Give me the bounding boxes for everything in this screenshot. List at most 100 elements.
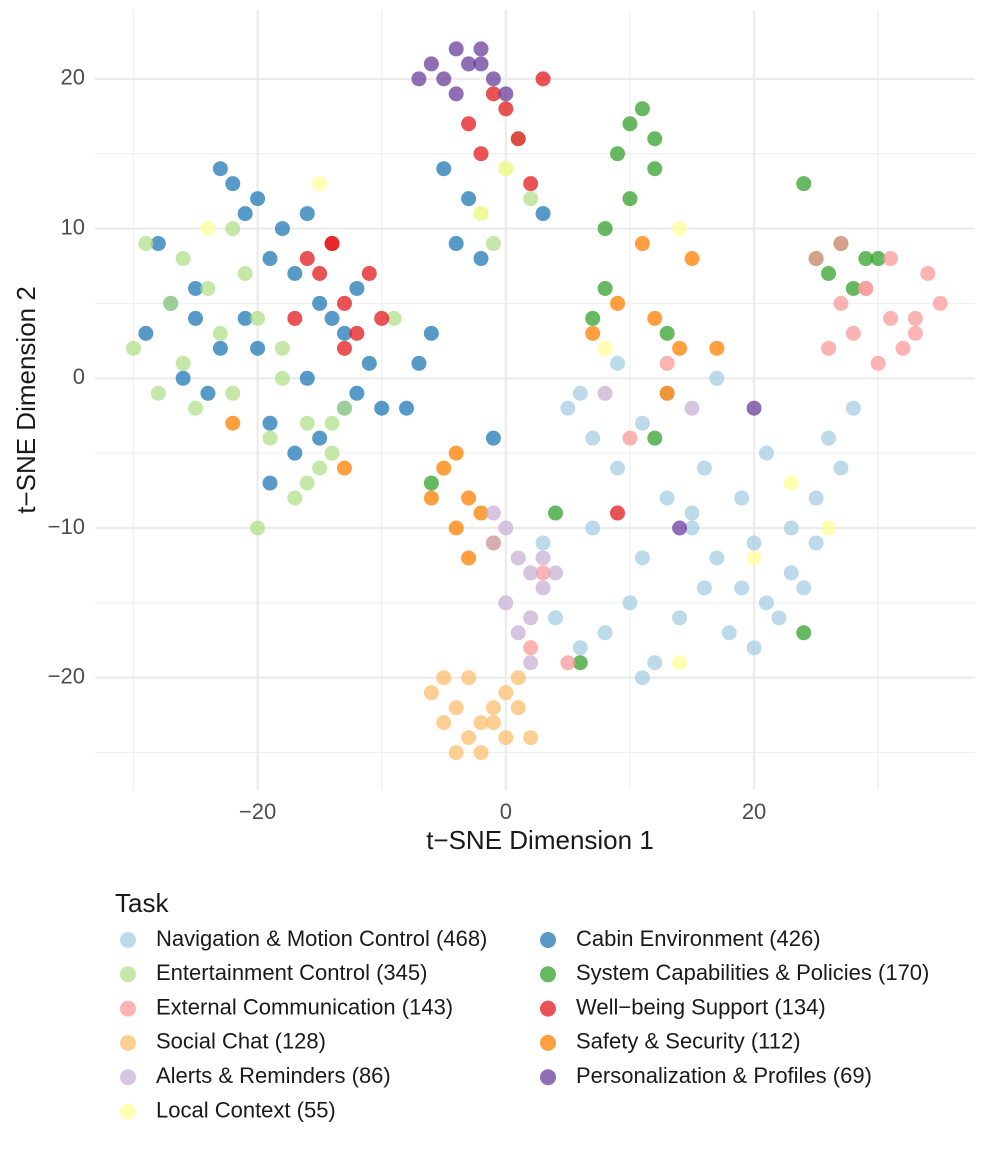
point xyxy=(808,535,824,551)
point xyxy=(498,730,514,746)
point xyxy=(610,460,626,476)
point xyxy=(696,460,712,476)
point xyxy=(485,86,501,102)
point xyxy=(808,251,824,267)
point xyxy=(672,655,688,671)
point xyxy=(647,310,663,326)
point xyxy=(659,490,675,506)
point xyxy=(150,236,166,252)
point xyxy=(349,385,365,401)
point xyxy=(870,355,886,371)
point xyxy=(734,490,750,506)
point xyxy=(684,251,700,267)
legend-key xyxy=(120,1103,136,1120)
point xyxy=(374,310,390,326)
point xyxy=(125,340,141,356)
point xyxy=(473,146,489,162)
legend-key xyxy=(540,1069,556,1086)
point xyxy=(312,265,328,281)
point xyxy=(585,520,601,536)
legend-label: Well−being Support (134) xyxy=(576,994,826,1019)
legend-label: System Capabilities & Policies (170) xyxy=(576,960,929,985)
point xyxy=(547,610,563,626)
point xyxy=(771,610,787,626)
legend-key xyxy=(120,932,136,948)
point xyxy=(163,295,179,311)
point xyxy=(597,385,613,401)
point xyxy=(250,520,266,536)
point xyxy=(336,340,352,356)
point xyxy=(758,445,774,461)
point xyxy=(473,56,489,72)
point xyxy=(473,745,489,761)
point xyxy=(610,146,626,162)
point xyxy=(634,236,650,252)
point xyxy=(423,56,439,72)
point xyxy=(250,340,266,356)
point xyxy=(498,595,514,611)
point xyxy=(473,251,489,267)
point xyxy=(622,116,638,132)
point xyxy=(175,370,191,386)
point xyxy=(535,565,551,581)
point xyxy=(821,520,837,536)
point xyxy=(585,430,601,446)
point xyxy=(560,655,576,671)
y-axis-label: t−SNE Dimension 2 xyxy=(11,286,41,514)
point xyxy=(821,265,837,281)
point xyxy=(920,265,936,281)
point xyxy=(448,41,464,57)
point xyxy=(423,325,439,341)
point xyxy=(709,370,725,386)
point xyxy=(610,505,626,521)
point xyxy=(411,355,427,371)
point xyxy=(150,385,166,401)
point xyxy=(932,295,948,311)
point xyxy=(448,236,464,252)
point xyxy=(448,520,464,536)
point xyxy=(436,670,452,686)
point xyxy=(411,71,427,87)
point xyxy=(485,535,501,551)
point xyxy=(212,161,228,177)
point xyxy=(510,625,526,641)
point xyxy=(821,430,837,446)
point xyxy=(535,535,551,551)
point xyxy=(634,670,650,686)
point xyxy=(287,490,303,506)
point xyxy=(647,131,663,147)
point xyxy=(783,565,799,581)
point xyxy=(523,640,539,656)
point xyxy=(634,101,650,117)
point xyxy=(870,251,886,267)
point xyxy=(312,460,328,476)
points xyxy=(125,41,948,761)
point xyxy=(386,310,402,326)
point xyxy=(498,685,514,701)
point xyxy=(374,400,390,416)
point xyxy=(448,86,464,102)
point xyxy=(461,730,477,746)
point xyxy=(672,610,688,626)
point xyxy=(461,550,477,566)
point xyxy=(299,206,315,222)
point xyxy=(523,565,539,581)
point xyxy=(672,221,688,237)
point xyxy=(225,221,241,237)
point xyxy=(634,415,650,431)
point xyxy=(883,251,899,267)
legend-key xyxy=(540,966,556,983)
point xyxy=(262,251,278,267)
point xyxy=(783,475,799,491)
point xyxy=(510,550,526,566)
point xyxy=(907,310,923,326)
point xyxy=(250,191,266,207)
point xyxy=(361,355,377,371)
point xyxy=(436,715,452,731)
point xyxy=(833,460,849,476)
point xyxy=(225,415,241,431)
point xyxy=(324,415,340,431)
point xyxy=(498,161,514,177)
point xyxy=(274,221,290,237)
point xyxy=(448,745,464,761)
